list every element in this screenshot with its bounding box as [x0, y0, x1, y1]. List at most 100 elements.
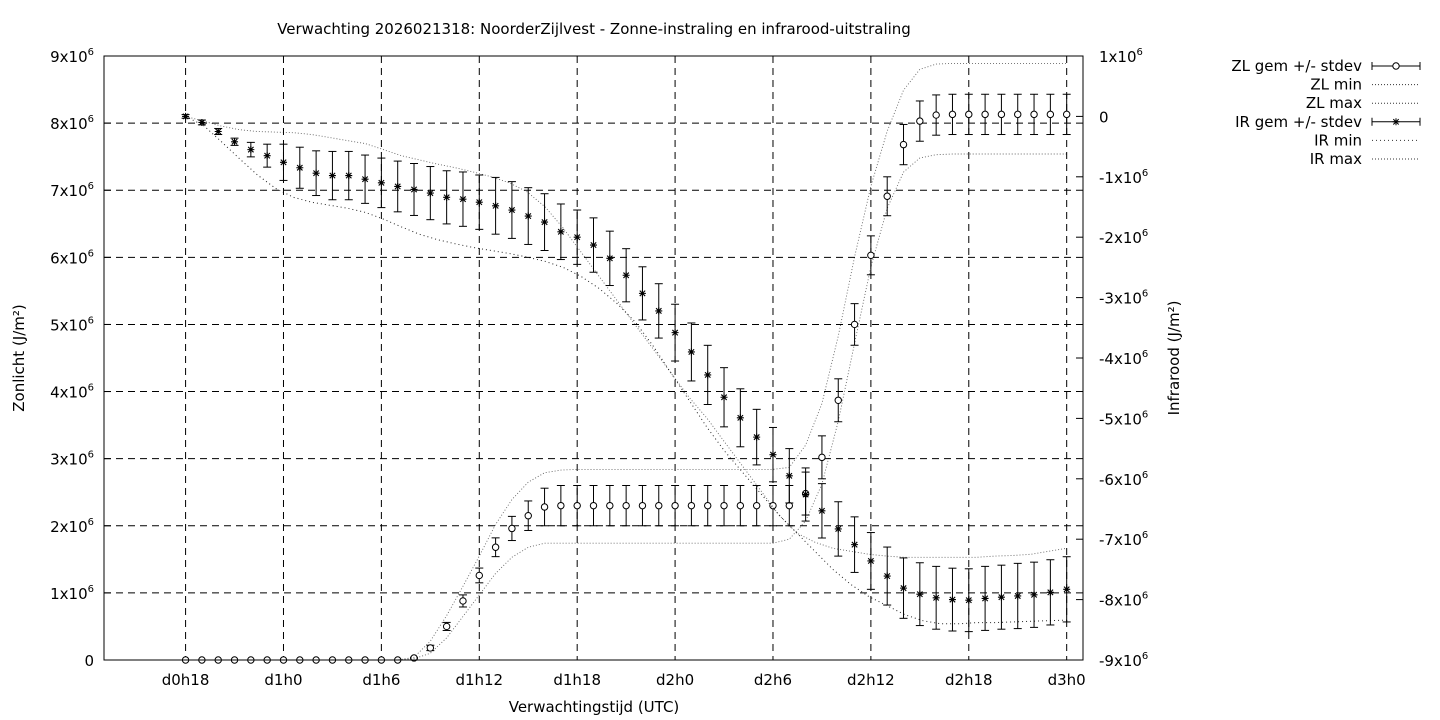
- y-right-tick-label-8: -7x106: [1099, 530, 1148, 549]
- series-3-point-40: [834, 525, 842, 533]
- series-3-point-7: [296, 164, 304, 172]
- series-0-point-52: [1030, 110, 1038, 119]
- legend-label-1: ZL min: [1310, 76, 1362, 94]
- x-tick-label-7: d2h12: [847, 671, 895, 689]
- series-0-point-26: [606, 501, 614, 510]
- y-left-tick-label-5: 5x106: [50, 315, 94, 334]
- series-3-point-39: [818, 507, 826, 515]
- series-0-point-32: [704, 501, 712, 510]
- x-tick-label-2: d1h6: [362, 671, 400, 689]
- series-3-point-26: [606, 254, 614, 262]
- x-tick-label-8: d2h18: [945, 671, 993, 689]
- series-0-point-29: [655, 501, 663, 510]
- series-3-point-3: [231, 138, 239, 146]
- series-0-point-31: [687, 501, 696, 510]
- series-3-point-37: [785, 472, 793, 480]
- x-tick-label-5: d2h0: [656, 671, 694, 689]
- chart-title: Verwachting 2026021318: NoorderZijlvest …: [277, 20, 911, 38]
- series-0-point-16: [442, 622, 451, 631]
- series-3-point-27: [622, 271, 630, 279]
- series-3-point-46: [932, 594, 940, 602]
- series-3-point-16: [443, 193, 451, 201]
- series-3-point-28: [638, 289, 646, 297]
- series-0-point-18: [475, 571, 483, 580]
- y-right-tick-label-1: 0: [1099, 108, 1109, 126]
- series-2-line: [185, 62, 1067, 661]
- series-0-point-35: [752, 501, 761, 510]
- series-0-points: [181, 93, 1071, 664]
- x-tick-label-4: d1h18: [553, 671, 601, 689]
- series-0-point-47: [948, 110, 957, 119]
- series-0-point-17: [459, 597, 467, 605]
- series-0-point-42: [867, 251, 875, 260]
- y-left-tick-label-3: 3x106: [50, 450, 94, 469]
- series-3-point-14: [410, 185, 418, 193]
- series-3-point-21: [524, 212, 532, 220]
- series-3-point-0: [182, 112, 190, 120]
- series-3-point-54: [1063, 585, 1071, 593]
- series-0-point-46: [932, 111, 940, 119]
- series-0-point-50: [997, 110, 1006, 119]
- series-3-point-25: [590, 241, 597, 249]
- series-3-points: [181, 112, 1071, 633]
- series-3-point-47: [948, 596, 956, 604]
- series-3-point-33: [720, 393, 728, 401]
- y-left-tick-label-8: 8x106: [50, 114, 94, 133]
- y-right-tick-label-7: -6x106: [1099, 470, 1148, 489]
- series-3-point-43: [883, 572, 891, 580]
- series-0-point-19: [491, 543, 500, 551]
- series-0-point-30: [671, 501, 679, 510]
- series-3-point-31: [687, 348, 695, 356]
- series-1-line: [185, 153, 1067, 661]
- series-3-point-20: [508, 206, 516, 214]
- series-0-point-27: [622, 501, 630, 510]
- series-3-point-23: [557, 228, 565, 236]
- series-3-point-42: [867, 557, 875, 565]
- series-3-point-10: [345, 172, 353, 180]
- series-0-point-39: [818, 453, 826, 462]
- series-0-point-51: [1014, 110, 1022, 119]
- y-axis-right-label: Infrarood (J/m²): [1165, 301, 1183, 416]
- y-right-tick-label-5: -4x106: [1099, 349, 1148, 368]
- series-3-point-6: [279, 158, 287, 166]
- series-3-point-12: [377, 179, 385, 187]
- series-3-point-2: [214, 128, 222, 135]
- series-0-point-34: [736, 501, 745, 510]
- series-3-point-49: [981, 594, 989, 602]
- y-left-tick-label-4: 4x106: [50, 383, 94, 402]
- legend-label-3: IR gem +/- stdev: [1235, 113, 1362, 131]
- series-0-point-53: [1046, 110, 1055, 119]
- y-left-tick-label-0: 0: [84, 652, 94, 670]
- y-left-tick-label-7: 7x106: [50, 181, 94, 200]
- x-tick-label-3: d1h12: [455, 671, 503, 689]
- y-right-tick-label-3: -2x106: [1099, 228, 1148, 247]
- series-3-point-1: [198, 118, 206, 126]
- y-left-tick-label-2: 2x106: [50, 517, 94, 536]
- series-0-point-33: [720, 501, 728, 510]
- y-right-tick-label-10: -9x106: [1099, 651, 1148, 670]
- series-3-point-19: [492, 202, 500, 210]
- series-3-point-5: [263, 152, 271, 160]
- series-0-point-20: [508, 524, 516, 533]
- series-0-point-40: [834, 396, 842, 404]
- series-3-point-22: [541, 218, 549, 226]
- legend-label-0: ZL gem +/- stdev: [1231, 57, 1362, 75]
- series-0-point-22: [540, 503, 549, 511]
- y-right-tick-label-2: -1x106: [1099, 168, 1148, 187]
- series-3-point-32: [704, 371, 712, 379]
- series-3-point-15: [426, 189, 434, 197]
- y-axis-left-label: Zonlicht (J/m²): [10, 304, 28, 412]
- series-0-point-48: [965, 110, 973, 119]
- plot-frame: [103, 55, 1084, 661]
- series-3-point-35: [753, 433, 761, 441]
- series-0-point-44: [899, 140, 908, 149]
- series-0-point-54: [1062, 110, 1071, 119]
- series-3-point-4: [247, 146, 255, 154]
- series-0-point-24: [573, 501, 581, 510]
- x-tick-label-9: d3h0: [1048, 671, 1086, 689]
- y-right-tick-label-9: -8x106: [1099, 591, 1148, 610]
- legend-label-5: IR max: [1310, 150, 1362, 168]
- series-3-point-11: [361, 175, 369, 183]
- series-3-point-30: [671, 329, 679, 337]
